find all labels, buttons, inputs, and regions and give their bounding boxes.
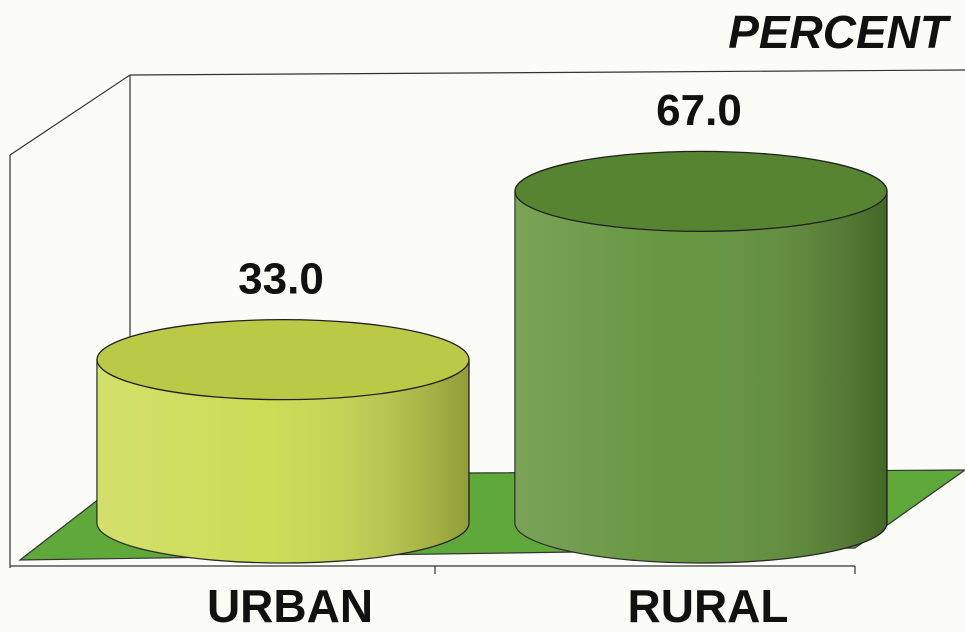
value-label: 33.0	[238, 254, 324, 303]
cylinder-top-shade	[515, 151, 887, 232]
x-tick-label: URBAN	[207, 580, 373, 632]
cylinder-shade	[515, 191, 887, 563]
chart-title: PERCENT	[728, 6, 952, 58]
cylinder-top-shade	[97, 319, 469, 400]
back-wall-top	[129, 69, 965, 76]
x-tick-label: RURAL	[628, 580, 789, 632]
cylinder-top	[96, 318, 470, 401]
cylinder-top	[514, 150, 888, 233]
side-wall-top	[9, 74, 131, 156]
cylinder-shade	[97, 359, 469, 563]
value-label: 67.0	[656, 86, 742, 135]
